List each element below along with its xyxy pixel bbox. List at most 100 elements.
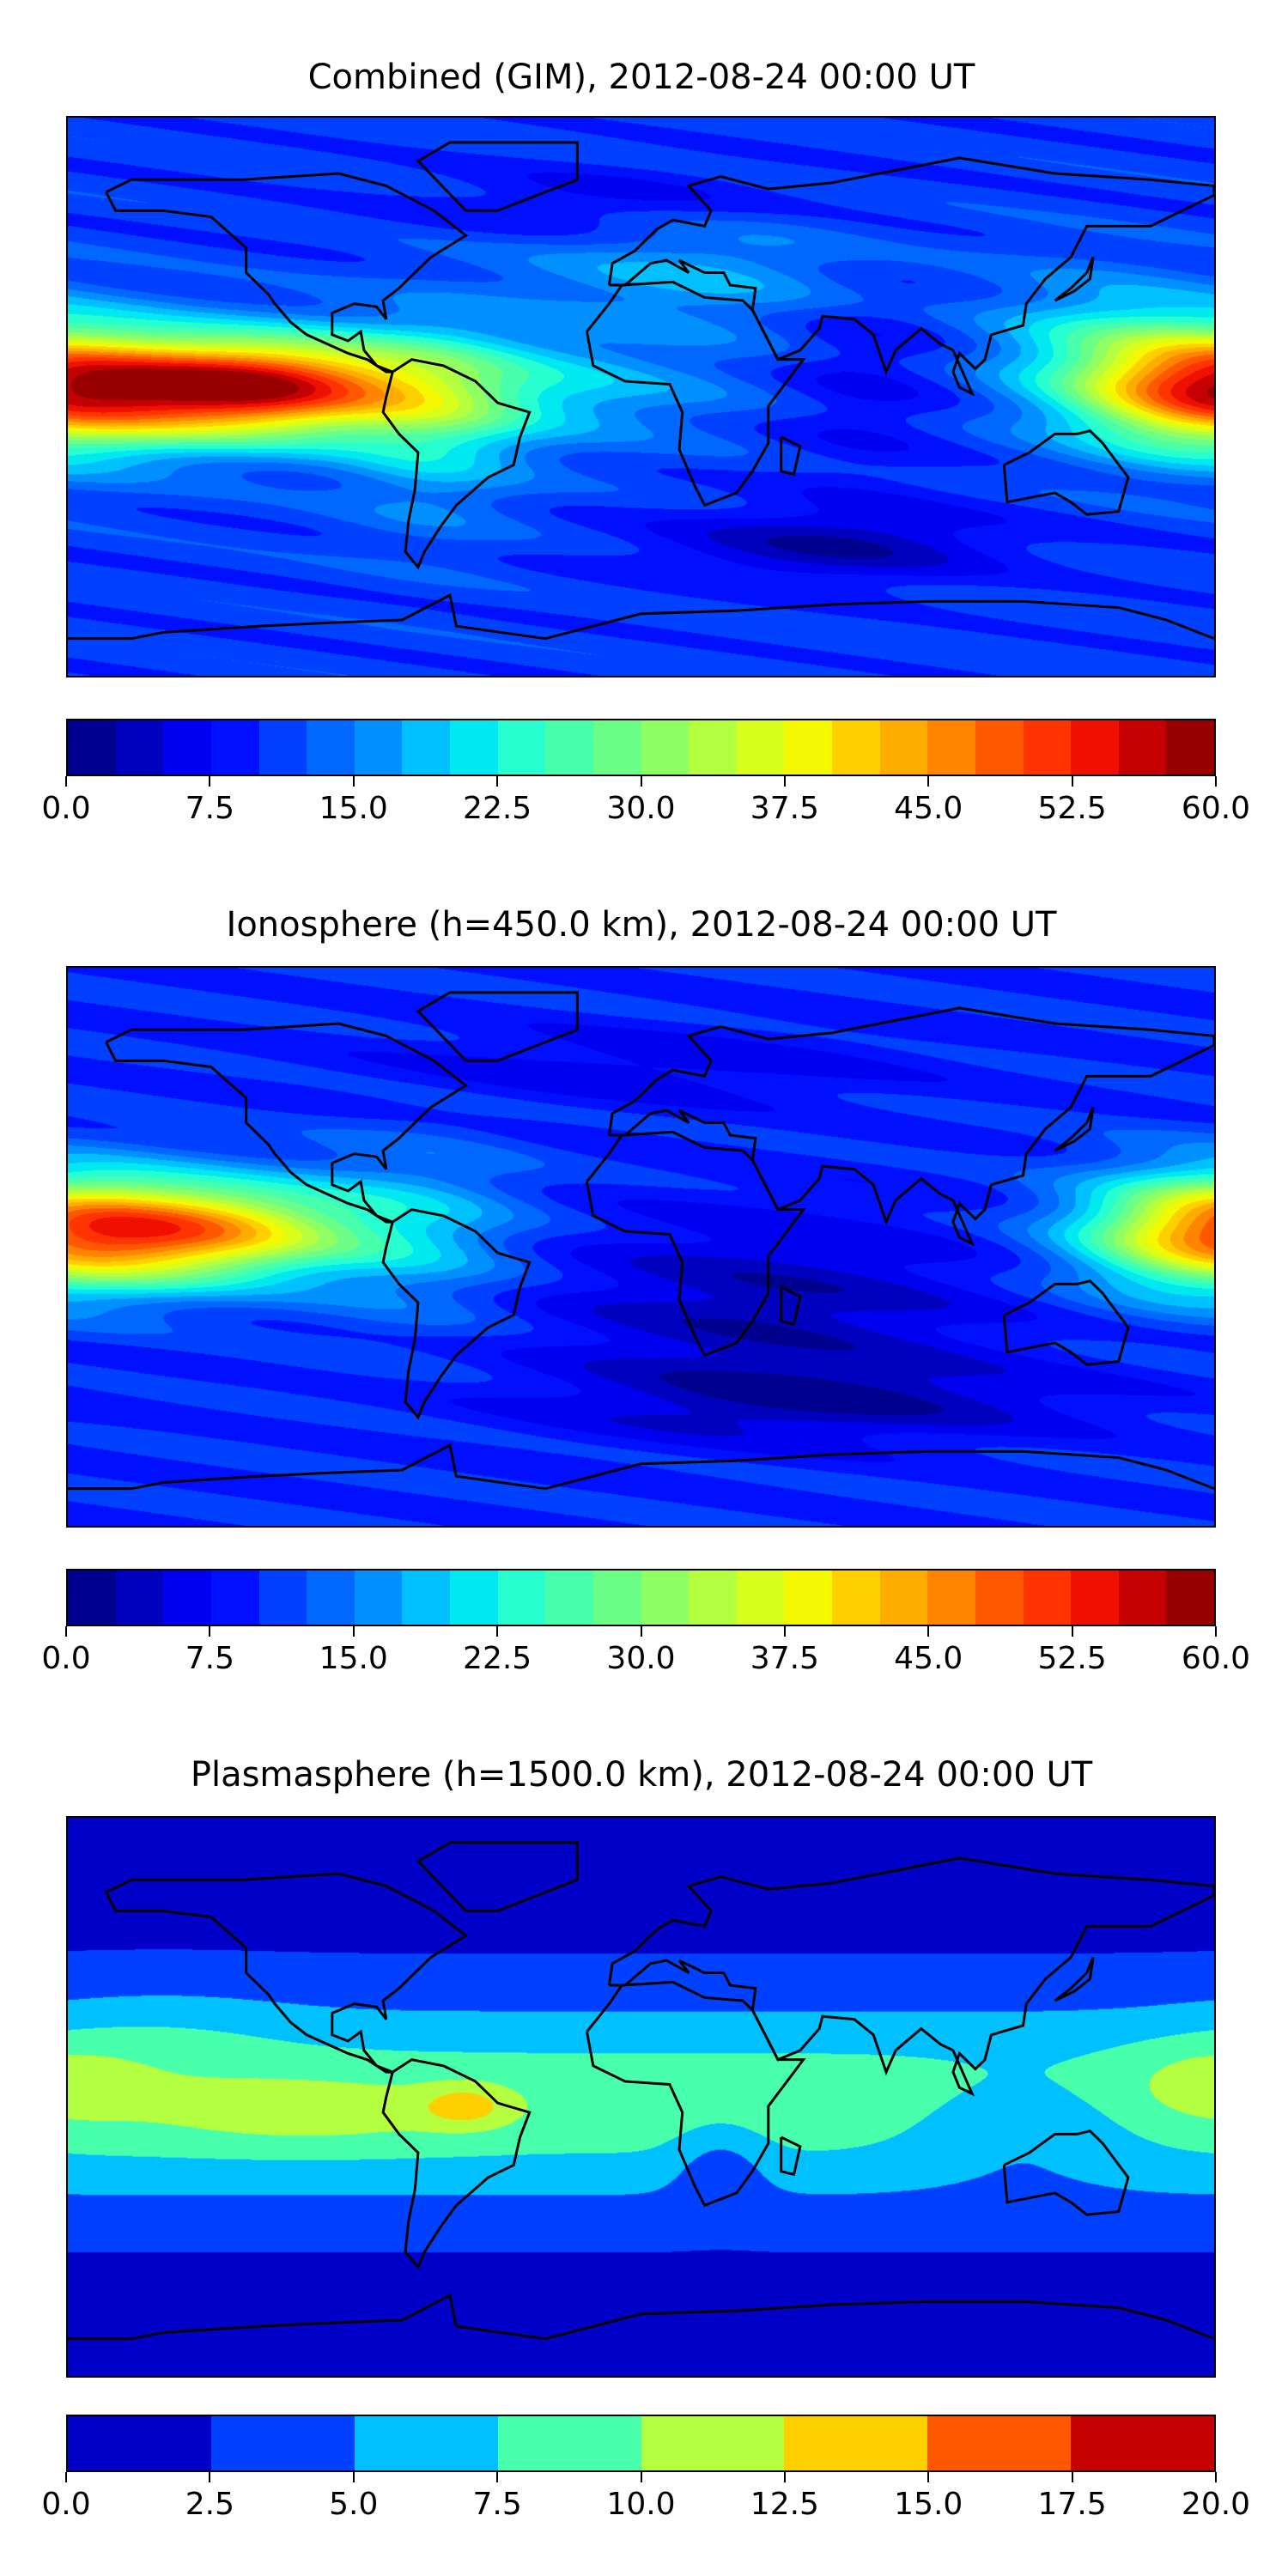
colorbar-segment [450, 1571, 498, 1625]
coastline [105, 172, 469, 374]
tick-mark [927, 776, 930, 787]
colorbar-segment [784, 2416, 928, 2470]
colorbar-segment [1071, 720, 1119, 775]
tick-label: 7.5 [185, 1641, 235, 1676]
chart-title: Ionosphere (h=450.0 km), 2012-08-24 00:0… [226, 905, 1057, 945]
tick-mark [496, 776, 499, 787]
colorbar-segment [1166, 720, 1214, 775]
coastline [416, 141, 579, 212]
coastline [381, 2058, 532, 2270]
coastline [1054, 256, 1095, 302]
tick-label: 22.5 [463, 791, 532, 826]
colorbar-segment [545, 720, 593, 775]
tick-mark [496, 2472, 499, 2482]
coastlines [68, 141, 1214, 641]
coastline [381, 1208, 532, 1420]
colorbar-segment [689, 1571, 737, 1625]
tec-field [68, 118, 1214, 676]
coastline [1002, 2129, 1130, 2216]
tick-label: 60.0 [1181, 791, 1251, 826]
colorbar-segment [450, 720, 498, 775]
tick-label: 22.5 [463, 1641, 532, 1676]
coastline [607, 1006, 1214, 1247]
tec-field [68, 968, 1214, 1526]
colorbar-segment [497, 1571, 546, 1625]
tick-mark [65, 2472, 67, 2482]
tick-mark [783, 1626, 786, 1637]
colorbar-segment [927, 720, 975, 775]
map-plasmasphere [66, 1816, 1216, 2378]
colorbar-segment [927, 1571, 975, 1625]
coastlines [68, 991, 1214, 1491]
tick-label: 15.0 [894, 2487, 963, 2522]
colorbar-segment [592, 1571, 641, 1625]
colorbar-segment [592, 720, 641, 775]
tick-label: 52.5 [1037, 791, 1107, 826]
tick-mark [640, 776, 642, 787]
colorbar-segment [1166, 1571, 1214, 1625]
colorbar-segment [497, 2416, 641, 2470]
colorbar [66, 719, 1216, 776]
tick-mark [65, 776, 67, 787]
colorbar-segment [1071, 1571, 1119, 1625]
colorbar-segment [307, 720, 355, 775]
colorbar-segment [545, 1571, 593, 1625]
tick-label: 37.5 [750, 791, 819, 826]
coastline [1054, 1956, 1095, 2002]
colorbar-segment [210, 720, 259, 775]
colorbar-segment [402, 1571, 450, 1625]
coastline [1002, 1279, 1130, 1366]
tick-label: 20.0 [1181, 2487, 1251, 2522]
tick-mark [1215, 1626, 1217, 1637]
tick-mark [65, 1626, 67, 1637]
coastline [585, 1130, 806, 1358]
tick-label: 15.0 [319, 791, 388, 826]
colorbar-segment [354, 1571, 403, 1625]
colorbar-segment [497, 720, 546, 775]
colorbar-segment [1023, 1571, 1072, 1625]
colorbar-ticks: 0.0 7.5 15.0 22.5 30.0 37.5 45.0 52.5 60.0 [41, 1626, 1250, 1686]
tick-label: 52.5 [1037, 1641, 1107, 1676]
tick-mark [783, 776, 786, 787]
colorbar-segment [210, 2416, 355, 2470]
tick-mark [1215, 2472, 1217, 2482]
coastline [607, 156, 1214, 397]
coastline [105, 1022, 469, 1224]
colorbar-segment [258, 720, 307, 775]
colorbar-ticks: 0.0 2.5 5.0 7.5 10.0 12.5 15.0 17.5 20.0 [41, 2472, 1250, 2532]
colorbar-segment [163, 720, 211, 775]
colorbar-segment [641, 1571, 690, 1625]
colorbar-segment [115, 1571, 164, 1625]
coastline [780, 1285, 802, 1327]
tick-mark [209, 1626, 211, 1637]
colorbar-segment [258, 1571, 307, 1625]
coastline [381, 358, 532, 570]
tick-label: 15.0 [319, 1641, 388, 1676]
map-combined [66, 116, 1216, 677]
chart-title: Plasmasphere (h=1500.0 km), 2012-08-24 0… [190, 1755, 1093, 1795]
tick-mark [209, 776, 211, 787]
coastlines [68, 1841, 1214, 2341]
tick-label: 37.5 [750, 1641, 819, 1676]
tick-label: 12.5 [750, 2487, 819, 2522]
tick-label: 0.0 [41, 791, 91, 826]
tick-mark [209, 2472, 211, 2482]
colorbar-segment [879, 1571, 928, 1625]
coastline [1054, 1106, 1095, 1152]
tick-mark [352, 2472, 355, 2482]
colorbar-segment [832, 720, 880, 775]
colorbar-segment [115, 720, 164, 775]
tick-label: 10.0 [606, 2487, 676, 2522]
colorbar-segment [879, 720, 928, 775]
map-ionosphere [66, 966, 1216, 1528]
tick-mark [640, 2472, 642, 2482]
coastline [780, 2136, 802, 2177]
coastline [1002, 429, 1130, 516]
coastline [68, 1443, 1214, 1491]
coastline [68, 592, 1214, 641]
tick-label: 30.0 [606, 791, 676, 826]
colorbar-segment [354, 720, 403, 775]
tick-label: 0.0 [41, 1641, 91, 1676]
tick-mark [783, 2472, 786, 2482]
chart-title: Combined (GIM), 2012-08-24 00:00 UT [307, 58, 975, 97]
